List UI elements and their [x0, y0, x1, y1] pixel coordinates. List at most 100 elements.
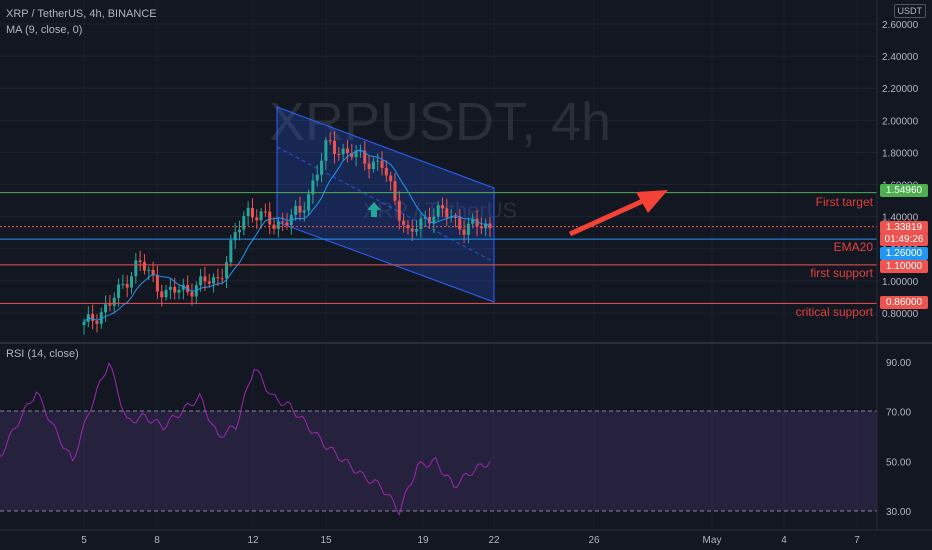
candle-body [402, 220, 406, 225]
candle-body [263, 211, 267, 213]
candle-body [117, 284, 121, 298]
candlestick-series [82, 131, 492, 335]
candle-body [389, 175, 393, 182]
price-axis[interactable]: 2.600002.400002.200002.000001.800001.600… [882, 20, 919, 320]
candle-body [82, 321, 86, 326]
candle-body [376, 160, 380, 162]
candle-body [134, 260, 138, 277]
candle-body [91, 314, 95, 322]
candle-body [272, 224, 276, 229]
channel-midline [276, 146, 495, 263]
time-axis[interactable]: 5 8 12 15 19 22 26 May 4 7 [81, 535, 860, 546]
candle-body [358, 150, 362, 152]
up-arrow-icon [367, 202, 381, 217]
candle-body [458, 217, 462, 230]
candle-body [151, 269, 155, 276]
rsi-axis[interactable]: 90.00 70.00 50.00 30.00 [886, 358, 911, 518]
candle-body [324, 140, 328, 161]
candle-body [207, 281, 211, 284]
candle-body [294, 205, 298, 215]
first-target-price-tag: 1.54960 [880, 184, 928, 197]
candle-body [229, 240, 233, 263]
candle-body [212, 277, 216, 284]
time-tick-label: 19 [417, 535, 429, 546]
candle-body [190, 291, 194, 297]
candle-body [440, 205, 444, 209]
price-tick-label: 0.80000 [882, 309, 919, 320]
candle-body [216, 277, 220, 279]
price-tick-label: 1.40000 [882, 213, 919, 224]
candle-body [225, 262, 229, 279]
candle-body [104, 304, 108, 313]
time-tick-label: 8 [154, 535, 160, 546]
candle-body [419, 218, 423, 230]
rsi-legend[interactable]: RSI (14, close) [6, 348, 79, 360]
price-tick-label: 2.40000 [882, 52, 919, 63]
candle-body [246, 207, 250, 217]
time-tick-label: 7 [854, 535, 860, 546]
candle-body [155, 275, 159, 292]
candle-body [393, 181, 397, 201]
candle-body [268, 211, 272, 225]
candle-body [475, 218, 479, 227]
candle-body [285, 222, 289, 226]
candle-body [130, 276, 134, 288]
ma-line [83, 149, 491, 323]
candle-body [428, 217, 432, 224]
countdown-tag: 01:49:26 [880, 233, 928, 246]
candle-body [345, 148, 349, 154]
candle-body [220, 278, 224, 280]
first-target-note: First target [815, 195, 873, 209]
candle-body [484, 223, 488, 229]
candle-body [445, 208, 449, 218]
candle-body [371, 161, 375, 170]
candle-body [453, 216, 457, 218]
rsi-band [0, 411, 877, 511]
candle-body [199, 276, 203, 286]
candle-body [341, 148, 345, 155]
red-arrow-icon [568, 190, 668, 237]
candle-body [177, 289, 181, 293]
candle-body [298, 205, 302, 213]
ema20-note: EMA20 [833, 240, 873, 254]
critical-support-price-tag: 0.86000 [880, 296, 928, 309]
candle-body [363, 150, 367, 164]
candle-body [471, 218, 475, 224]
candle-body [462, 229, 466, 235]
candle-body [436, 205, 440, 217]
candle-body [276, 221, 280, 229]
symbol-legend[interactable]: XRP / TetherUS, 4h, BINANCE [6, 8, 157, 20]
candle-body [479, 226, 483, 229]
critical-support-note: critical support [795, 305, 873, 319]
candle-body [138, 260, 142, 263]
candle-body [112, 297, 116, 306]
candle-body [415, 229, 419, 232]
candle-body [250, 207, 254, 218]
candle-body [121, 283, 125, 285]
candle-body [466, 223, 470, 235]
rsi-tick-label: 90.00 [886, 358, 911, 369]
candle-body [173, 286, 177, 293]
candle-body [320, 160, 324, 175]
time-tick-label: 26 [588, 535, 600, 546]
candle-body [281, 221, 285, 223]
candle-body [384, 167, 388, 176]
first-support-note: first support [810, 266, 873, 280]
candle-body [108, 304, 112, 306]
ma-legend[interactable]: MA (9, close, 0) [6, 24, 83, 36]
candle-body [164, 289, 168, 298]
candle-body [99, 312, 103, 324]
candle-body [423, 217, 427, 219]
candle-body [311, 180, 315, 195]
candle-body [237, 229, 241, 233]
rsi-tick-label: 70.00 [886, 408, 911, 419]
candle-body [410, 228, 414, 232]
candle-body [160, 291, 164, 298]
ema20-price-tag: 1.26000 [880, 247, 928, 260]
candle-body [397, 200, 401, 221]
price-tick-label: 1.00000 [882, 277, 919, 288]
time-tick-label: 15 [320, 535, 332, 546]
rsi-tick-label: 50.00 [886, 457, 911, 468]
currency-button[interactable]: USDT [893, 4, 926, 18]
